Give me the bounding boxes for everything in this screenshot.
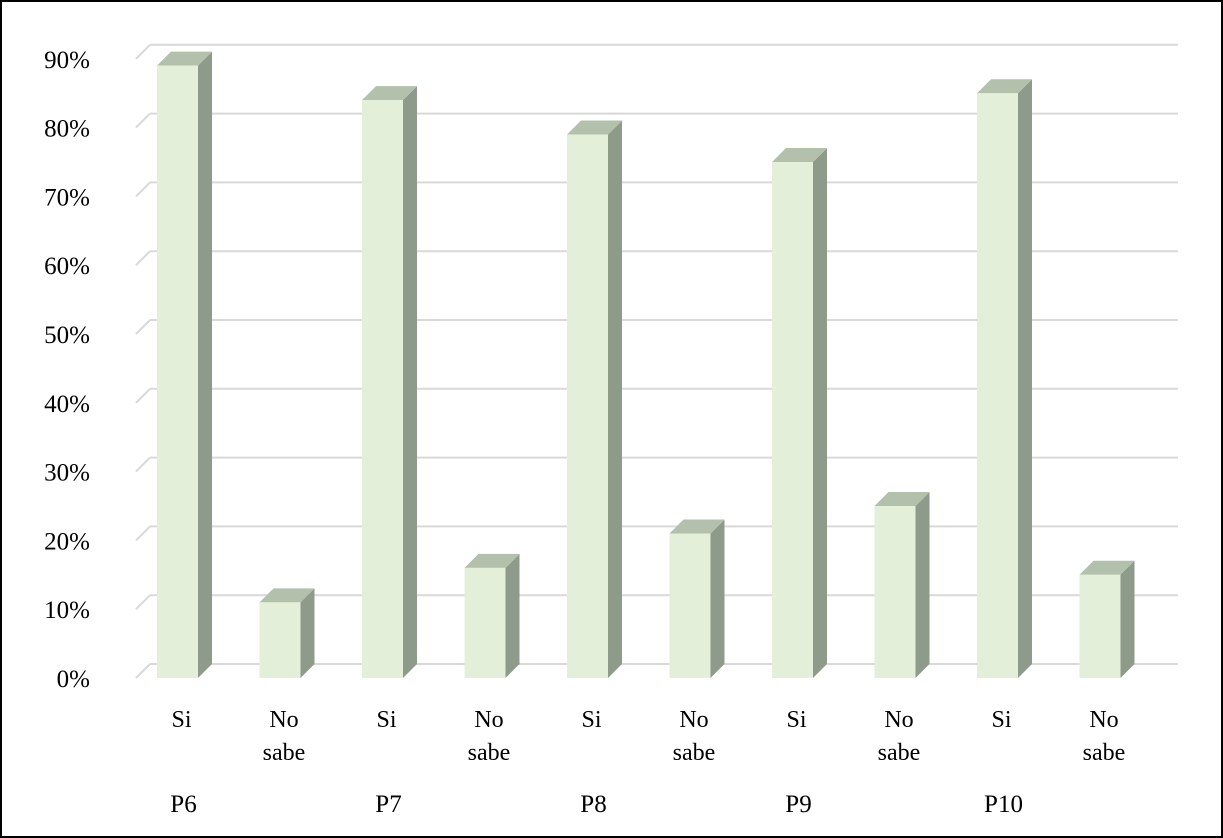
bar-front bbox=[772, 162, 813, 678]
x-category-label: sabe bbox=[673, 740, 716, 766]
x-axis-labels: Si No sabe P6 Si No sabe P7 Si No sabe P8 Si No sabe P9… bbox=[170, 707, 1125, 818]
bar-front bbox=[362, 100, 403, 678]
y-tick-label: 80% bbox=[44, 116, 90, 143]
bar-side bbox=[1120, 560, 1135, 678]
y-tick-label: 70% bbox=[44, 184, 90, 211]
bar-front bbox=[874, 506, 916, 678]
y-tick-label: 20% bbox=[44, 528, 90, 555]
gridline-depth bbox=[135, 112, 151, 129]
bar-side bbox=[608, 120, 622, 679]
gridline-depth bbox=[135, 456, 151, 473]
bar bbox=[874, 492, 930, 678]
bar-top bbox=[772, 148, 827, 162]
x-category-label: No bbox=[1089, 707, 1118, 733]
x-category-label: No bbox=[679, 707, 708, 733]
x-category-label: No bbox=[884, 707, 913, 733]
bar bbox=[1079, 560, 1135, 678]
bar bbox=[464, 553, 520, 678]
bar-front bbox=[977, 93, 1018, 678]
bar-front bbox=[567, 134, 608, 679]
y-tick-label: 0% bbox=[57, 666, 90, 693]
x-category-label: Si bbox=[376, 707, 396, 733]
bar-top bbox=[567, 120, 622, 135]
x-category-label: sabe bbox=[878, 740, 921, 766]
x-group-label: P8 bbox=[580, 791, 606, 818]
bar-top bbox=[464, 553, 520, 568]
x-category-label: Si bbox=[171, 707, 191, 733]
gridline-depth bbox=[135, 44, 151, 60]
x-group-label: P10 bbox=[984, 791, 1023, 818]
y-tick-label: 30% bbox=[44, 460, 90, 487]
bar-side bbox=[1018, 79, 1032, 678]
bar bbox=[567, 120, 622, 679]
bar-top bbox=[977, 79, 1032, 94]
x-category-label: sabe bbox=[468, 740, 511, 766]
y-tick-label: 40% bbox=[44, 391, 90, 418]
gridline-depth bbox=[135, 181, 151, 198]
bar-front bbox=[1079, 574, 1121, 678]
bar-front bbox=[669, 533, 711, 678]
bar bbox=[772, 148, 827, 678]
y-tick-label: 90% bbox=[44, 47, 90, 74]
x-group-label: P9 bbox=[785, 791, 811, 818]
x-category-label: sabe bbox=[263, 740, 306, 766]
bar-side bbox=[813, 148, 827, 678]
bar bbox=[157, 51, 212, 679]
x-category-label: Si bbox=[991, 707, 1011, 733]
bar-top bbox=[157, 51, 212, 66]
bar bbox=[362, 86, 417, 678]
bar bbox=[977, 79, 1032, 678]
x-category-label: No bbox=[474, 707, 503, 733]
bar-side bbox=[403, 86, 417, 678]
x-category-label: sabe bbox=[1083, 740, 1126, 766]
x-group-label: P6 bbox=[170, 791, 196, 818]
bar-side bbox=[505, 553, 520, 678]
bar-top bbox=[874, 492, 930, 506]
x-group-label: P7 bbox=[375, 791, 401, 818]
bar-top bbox=[259, 588, 315, 603]
bar-front bbox=[259, 602, 301, 678]
gridline-depth bbox=[135, 594, 151, 610]
bar-front bbox=[157, 65, 198, 679]
gridline-depth bbox=[135, 525, 151, 542]
y-axis-tick-labels: 0% 10% 20% 30% 40% 50% 60% 70% 80% 90% bbox=[44, 47, 90, 693]
x-category-label: Si bbox=[786, 707, 806, 733]
bars bbox=[157, 51, 1135, 679]
y-tick-label: 50% bbox=[44, 322, 90, 349]
bar-side bbox=[300, 588, 315, 678]
bar-top bbox=[1079, 560, 1135, 575]
bar-side bbox=[915, 492, 930, 678]
y-tick-label: 60% bbox=[44, 253, 90, 280]
bar-front bbox=[464, 567, 506, 678]
gridline-depth bbox=[135, 663, 151, 679]
gridline-depth bbox=[135, 250, 151, 266]
gridline-depth bbox=[135, 388, 151, 404]
bar-side bbox=[710, 519, 725, 678]
bar bbox=[259, 588, 315, 678]
y-tick-label: 10% bbox=[44, 597, 90, 624]
x-category-label: Si bbox=[581, 707, 601, 733]
gridline-depth bbox=[135, 319, 151, 335]
bar-top bbox=[669, 519, 725, 534]
x-category-label: No bbox=[269, 707, 298, 733]
bar-top bbox=[362, 86, 417, 101]
bar bbox=[669, 519, 725, 678]
bar-side bbox=[198, 51, 212, 679]
